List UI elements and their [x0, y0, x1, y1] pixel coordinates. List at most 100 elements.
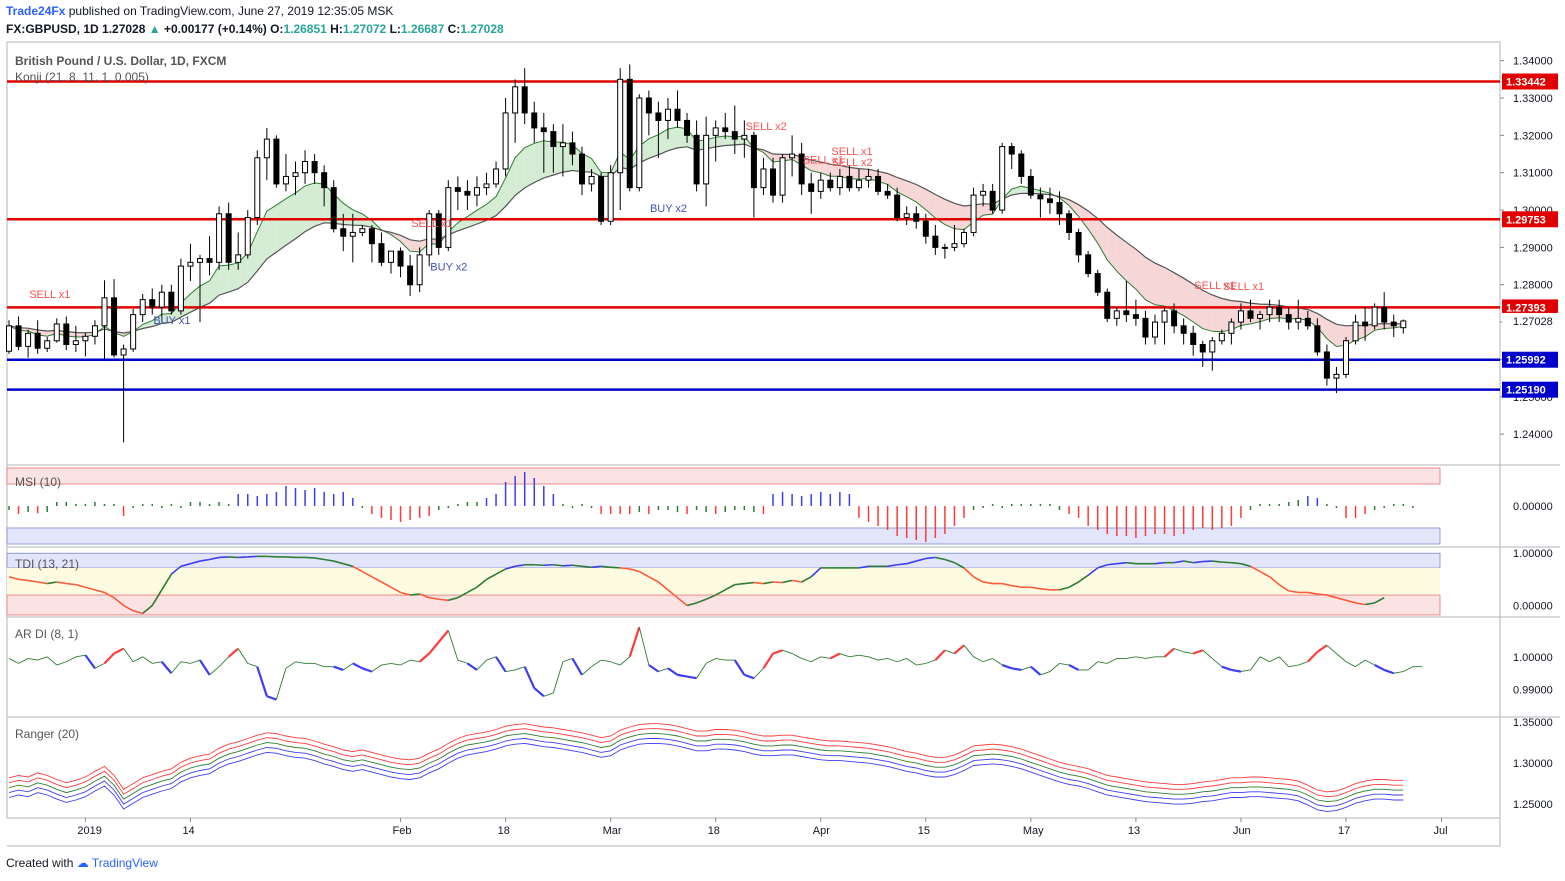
time-tick-label: Jul [1434, 825, 1448, 837]
ardi-line-segment [37, 656, 48, 661]
konji-cloud-segment [1097, 218, 1108, 260]
tdi-line-segment [1259, 570, 1270, 578]
tdi-line-segment [180, 562, 191, 568]
tdi-line-segment [247, 555, 258, 558]
candle [980, 183, 987, 207]
candle-body [540, 127, 547, 133]
ardi-line-segment [1355, 659, 1366, 668]
msi-title: MSI (10) [15, 475, 61, 489]
candle-body [168, 291, 175, 312]
candle-body [330, 187, 337, 230]
candle [970, 187, 977, 237]
ardi-line-segment [1135, 656, 1146, 659]
candle-body [407, 265, 414, 286]
signal-label-sell: SELL x2 [745, 121, 786, 133]
candle [378, 232, 385, 267]
candle-body [464, 190, 471, 196]
tdi-line-segment [1193, 560, 1203, 564]
ardi-line-segment [295, 661, 306, 664]
tdi-line-segment [696, 598, 707, 604]
candle [349, 213, 356, 263]
tdi-line-segment [629, 568, 640, 573]
tdi-line-segment [724, 583, 736, 591]
candle [989, 183, 996, 214]
candle [225, 202, 232, 270]
candle [1400, 319, 1407, 334]
tdi-line-segment [935, 556, 946, 561]
konji-cloud-segment [543, 140, 554, 178]
footer-brand[interactable]: TradingView [91, 856, 158, 870]
candle-body [1237, 310, 1244, 323]
ardi-line-segment [733, 659, 746, 676]
candle [712, 120, 719, 162]
ardi-line-segment [428, 641, 440, 655]
tdi-title: TDI (13, 21) [15, 557, 79, 571]
candle-body [712, 127, 719, 136]
close-value: 1.27028 [460, 22, 504, 36]
tdi-line-segment [75, 583, 86, 589]
candle-body [1218, 332, 1225, 342]
candle-body [664, 108, 671, 121]
candle [206, 236, 213, 276]
author-brand[interactable]: Trade24Fx [6, 4, 66, 18]
candle [559, 124, 566, 177]
konji-cloud-segment [820, 161, 831, 177]
candle-body [1276, 306, 1283, 316]
konji-cloud-segment [266, 205, 277, 259]
candle-body [1228, 321, 1235, 334]
konji-cloud-segment [667, 127, 678, 151]
konji-cloud-segment [1307, 309, 1318, 328]
ardi-line-segment [829, 652, 841, 660]
candle-body [1381, 306, 1388, 323]
candle-body [1113, 310, 1120, 319]
tdi-line-segment [505, 565, 516, 570]
high-value: 1.27072 [342, 22, 387, 36]
ardi-tick-label: 1.00000 [1513, 652, 1553, 664]
ardi-line-segment [342, 663, 354, 671]
tdi-line-segment [419, 593, 430, 599]
konji-cloud-segment [257, 211, 267, 271]
candle-body [1371, 306, 1378, 327]
candle-body [1352, 321, 1359, 342]
candle-body [999, 146, 1006, 211]
candle-body [932, 235, 939, 248]
candle [44, 337, 51, 352]
candle-body [827, 179, 834, 189]
candle-body [378, 243, 385, 263]
tdi-line-segment [142, 604, 153, 615]
tdi-line-segment [686, 602, 697, 607]
candle-body [1094, 273, 1101, 293]
candle-body [445, 187, 452, 248]
konji-cloud-segment [524, 143, 535, 188]
level-label-bg [1502, 211, 1558, 228]
candle-body [302, 161, 309, 174]
tdi-line-segment [916, 557, 927, 562]
candle [197, 254, 203, 323]
candle [1257, 310, 1264, 330]
ardi-line-segment [142, 656, 153, 664]
candle-body [961, 231, 967, 245]
candle [1266, 299, 1273, 323]
time-tick-label: 15 [918, 825, 930, 837]
tradingview-logo-icon[interactable]: ☁ [76, 856, 89, 870]
ardi-line-segment [218, 656, 229, 667]
ardi-line-segment [1231, 668, 1242, 673]
ardi-line-segment [571, 657, 583, 676]
ardi-line-segment [1383, 668, 1395, 675]
tdi-line-segment [534, 563, 544, 567]
tdi-line-segment [801, 576, 812, 583]
candle-body [130, 314, 137, 350]
tdi-tick-label: 0.00000 [1513, 601, 1553, 613]
candle [607, 165, 614, 225]
ardi-line-segment [1259, 656, 1270, 663]
signal-label-sell: SELL x1 [831, 146, 872, 158]
candle-body [1314, 325, 1321, 353]
candle-body [1075, 231, 1082, 256]
tdi-line-segment [791, 579, 802, 583]
ardi-line-segment [1221, 665, 1232, 671]
candle-body [521, 86, 528, 114]
candle [741, 120, 748, 158]
signal-label-buy: BUY x2 [430, 262, 467, 274]
ranger-tick-label: 1.35000 [1513, 717, 1553, 729]
